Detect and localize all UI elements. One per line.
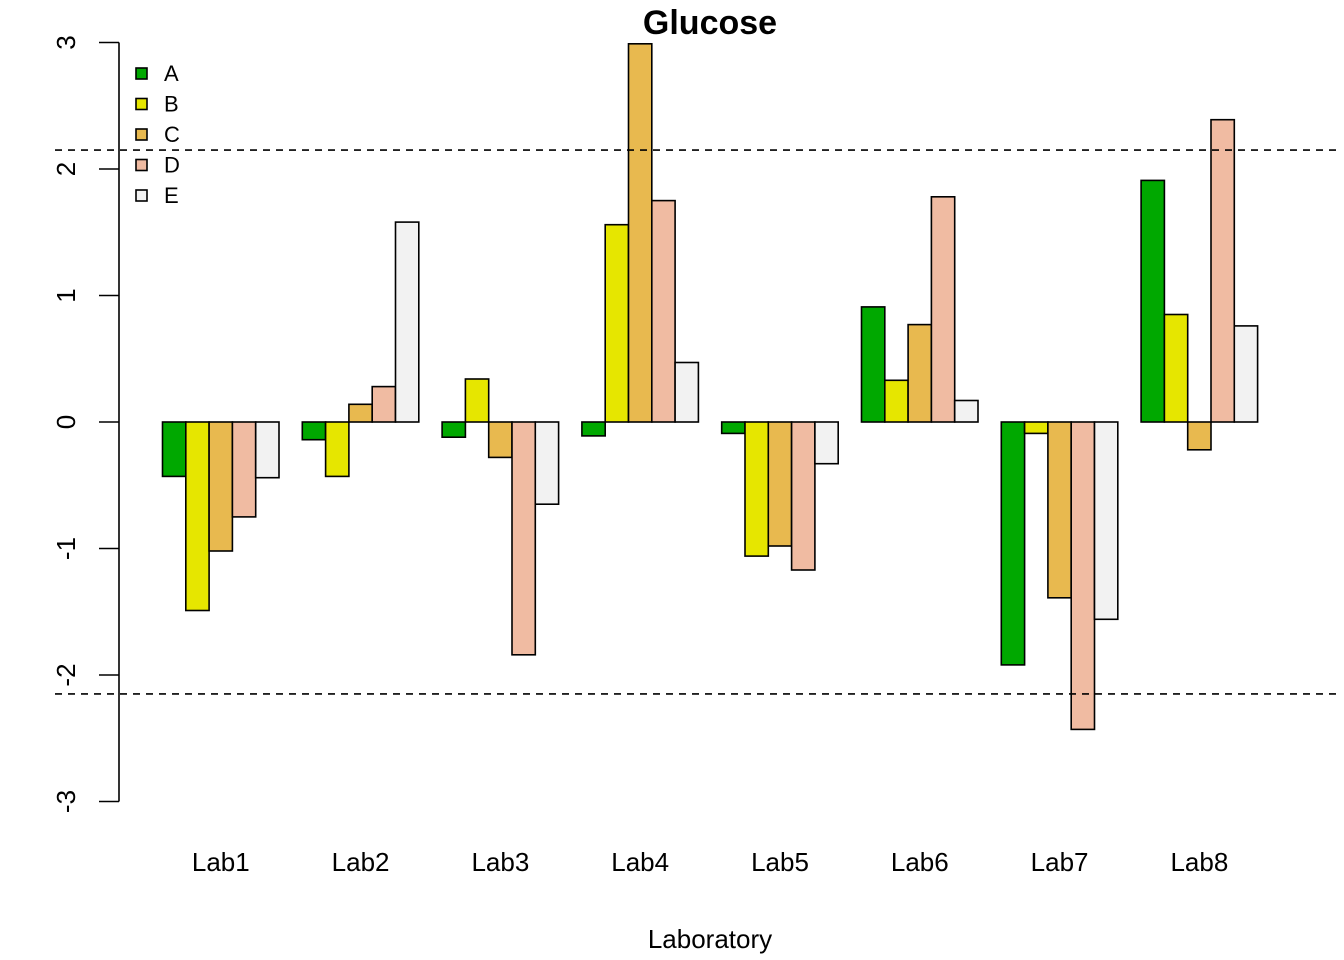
legend-label-a: A	[164, 61, 179, 86]
legend-swatch-a	[135, 67, 148, 80]
legend-swatch-c	[135, 128, 148, 141]
bar-lab6-a	[860, 306, 886, 423]
y-tick-label: -1	[51, 537, 81, 560]
bar-lab3-b	[464, 378, 490, 423]
bar-lab5-d	[790, 421, 816, 571]
bar-lab1-a	[161, 421, 187, 478]
legend-label-b: B	[164, 92, 179, 117]
bar-lab4-c	[627, 42, 653, 423]
bar-lab4-b	[604, 223, 630, 423]
bar-lab5-e	[814, 421, 840, 465]
bar-lab3-a	[441, 421, 467, 438]
x-category-label: Lab8	[1170, 847, 1228, 877]
bar-lab4-d	[650, 199, 676, 423]
bar-lab1-b	[185, 421, 210, 612]
bar-lab6-c	[907, 323, 933, 423]
bar-lab4-a	[581, 421, 607, 437]
legend-label-e: E	[164, 183, 179, 208]
y-tick-label: -3	[51, 790, 81, 813]
reference-lines	[55, 149, 1338, 695]
bar-lab6-b	[883, 379, 909, 423]
bar-lab8-d	[1210, 118, 1236, 423]
bar-lab2-c	[348, 403, 373, 423]
bar-lab1-e	[254, 421, 280, 479]
bar-lab1-c	[208, 421, 234, 552]
y-tick-label: 1	[51, 288, 81, 302]
legend-swatch-e	[135, 189, 148, 202]
y-tick-label: 3	[51, 35, 81, 49]
bar-lab5-a	[720, 421, 746, 435]
bar-lab7-d	[1070, 421, 1096, 731]
x-category-label: Lab5	[751, 847, 809, 877]
legend-swatch-d	[135, 158, 148, 172]
x-category-label: Lab4	[611, 847, 669, 877]
y-tick-label: -2	[51, 663, 81, 686]
x-category-label: Lab1	[192, 847, 250, 877]
bar-lab2-a	[301, 421, 327, 441]
x-category-label: Lab3	[471, 847, 529, 877]
bar-lab7-c	[1047, 421, 1073, 599]
bar-lab2-d	[371, 385, 397, 423]
y-tick-label: 0	[51, 415, 81, 429]
bar-lab7-e	[1093, 421, 1119, 621]
chart-title: Glucose	[643, 4, 777, 42]
y-axis: -3 -2 -1 0 1 2 3	[51, 35, 120, 813]
bar-lab2-e	[394, 221, 420, 423]
bar-lab8-a	[1140, 179, 1166, 423]
bar-lab3-c	[487, 421, 513, 459]
bar-lab7-b	[1023, 421, 1049, 435]
x-category-label: Lab7	[1031, 847, 1089, 877]
bar-lab4-e	[674, 361, 700, 423]
y-tick-label: 2	[51, 162, 81, 176]
legend-label-c: C	[164, 122, 180, 147]
bar-lab8-c	[1186, 421, 1212, 451]
x-category-labels: Lab1 Lab2 Lab3 Lab4 Lab5 Lab6 Lab7 Lab8	[192, 847, 1228, 877]
bar-lab3-e	[534, 421, 560, 505]
bar-lab8-b	[1163, 313, 1189, 423]
bar-lab6-d	[930, 196, 956, 423]
x-axis-label: Laboratory	[648, 924, 772, 954]
bar-lab7-a	[1000, 421, 1026, 666]
bar-lab2-b	[324, 421, 350, 478]
bar-lab5-b	[744, 421, 770, 557]
bar-lab1-d	[231, 421, 257, 518]
bar-lab3-d	[511, 421, 537, 656]
legend-label-d: D	[164, 153, 180, 178]
legend-swatch-b	[135, 97, 148, 111]
bar-lab8-e	[1233, 325, 1259, 423]
bar-lab5-c	[767, 421, 793, 547]
x-category-label: Lab6	[891, 847, 949, 877]
bars-group	[161, 42, 1259, 731]
bar-lab6-e	[953, 399, 979, 423]
x-category-label: Lab2	[332, 847, 390, 877]
